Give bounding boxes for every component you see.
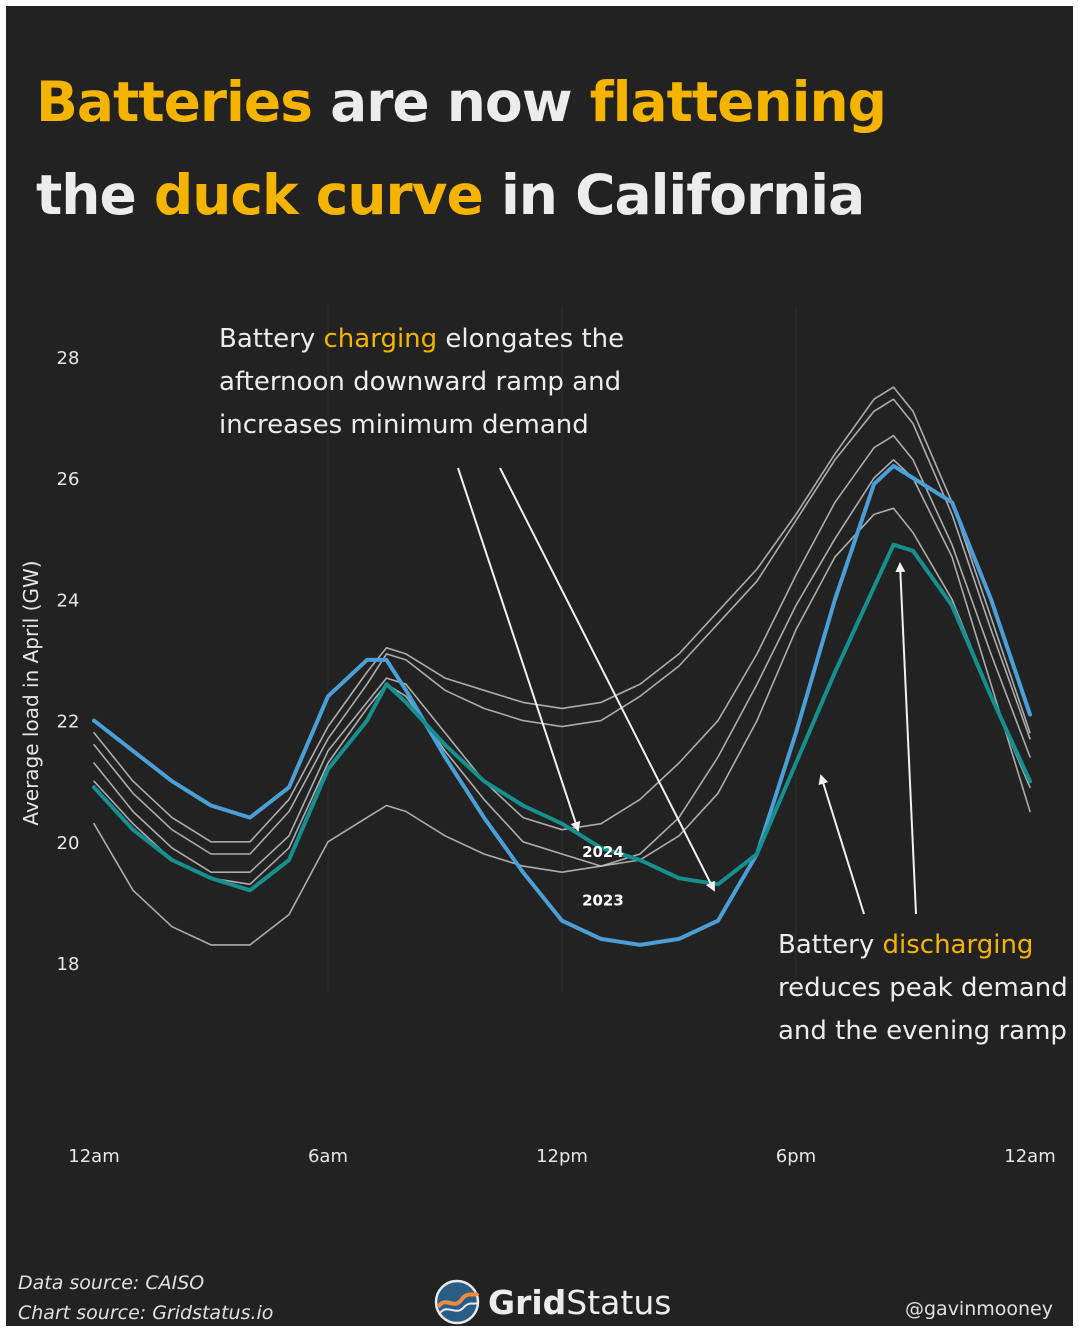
arrow-charging-2 [499, 467, 715, 892]
annotation-text: reduces peak demand and the evening ramp [778, 973, 1068, 1046]
globe-icon [434, 1279, 480, 1325]
title-word: in California [482, 163, 865, 227]
title-word: Batteries [36, 70, 313, 134]
x-tick-label: 6am [308, 1146, 348, 1167]
x-axis: 12am 6am 12pm 6pm 12am [68, 1146, 1055, 1167]
y-axis: 18 20 22 24 26 28 [57, 348, 80, 975]
annotation-text: elongates the afternoon downward ramp an… [219, 324, 625, 440]
x-tick-label: 12am [1004, 1146, 1055, 1167]
series-line-other-year-d [93, 507, 1031, 886]
annotation-keyword: charging [323, 324, 438, 354]
infographic-frame: Batteries are now flattening the duck cur… [6, 6, 1073, 1326]
x-tick-label: 6pm [776, 1146, 816, 1167]
gridstatus-logo: GridStatus [432, 1274, 671, 1326]
series-label-2024: 2024 [582, 843, 624, 861]
source-credits: Data source: CAISO Chart source: Gridsta… [18, 1268, 273, 1326]
annotation-discharging: Battery discharging reduces peak demand … [778, 924, 1068, 1053]
y-tick-label: 24 [57, 590, 80, 611]
page-title: Batteries are now flattening the duck cur… [36, 56, 1046, 242]
arrow-discharging-1 [818, 774, 865, 915]
logo-wordmark: GridStatus [488, 1283, 671, 1322]
series-line-other-year-c [93, 434, 1031, 874]
title-word: are now [311, 70, 590, 134]
series-label-2023: 2023 [582, 891, 624, 909]
series-line-other-year-b [93, 398, 1031, 855]
x-tick-label: 12pm [536, 1146, 588, 1167]
y-axis-label: Average load in April (GW) [19, 560, 43, 825]
y-tick-label: 18 [57, 954, 80, 975]
y-tick-label: 28 [57, 348, 80, 369]
annotation-arrows [457, 467, 917, 915]
x-tick-label: 12am [68, 1146, 119, 1167]
annotation-text: Battery [778, 930, 883, 960]
author-handle: @gavinmooney [904, 1298, 1053, 1320]
arrow-charging-1 [457, 467, 581, 832]
arrow-discharging-2 [895, 562, 917, 915]
duck-curve-chart: 18 20 22 24 26 28 12am 6am 12pm 6pm 12am Average … [19, 306, 1056, 1167]
annotation-charging: Battery charging elongates the afternoon… [219, 318, 739, 447]
title-word: duck curve [153, 163, 484, 227]
title-word: the [36, 163, 154, 227]
series-lines [92, 386, 1032, 947]
y-tick-label: 22 [57, 712, 80, 733]
y-tick-label: 20 [57, 833, 80, 854]
logo-word-light: Status [566, 1282, 672, 1322]
series-labels: 2023 2024 [582, 843, 624, 910]
logo-word-bold: Grid [488, 1282, 567, 1322]
series-line-other-year-a [93, 386, 1031, 843]
title-word: flattening [589, 70, 887, 134]
series-line-other-year-e [93, 458, 1031, 946]
chart-source: Chart source: Gridstatus.io [18, 1302, 274, 1324]
annotation-keyword: discharging [882, 930, 1034, 960]
y-tick-label: 26 [57, 469, 80, 490]
grid-lines [327, 306, 797, 991]
data-source: Data source: CAISO [18, 1272, 205, 1294]
annotation-text: Battery [219, 324, 324, 354]
series-line-2023 [92, 463, 1032, 947]
series-line-2024 [92, 542, 1032, 893]
